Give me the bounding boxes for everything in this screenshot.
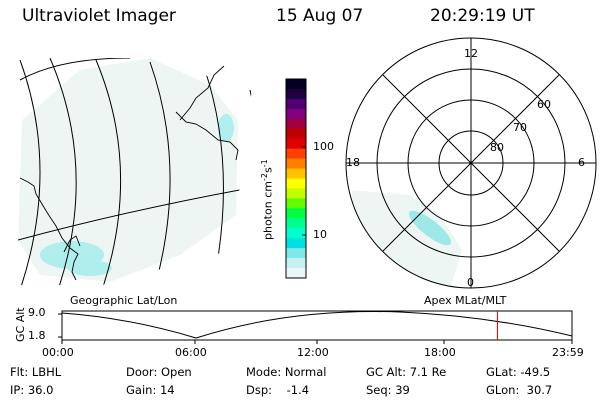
- colorbar-units-label: photon cm-2s-1: [260, 159, 275, 240]
- gc-alt-status: GC Alt: 7.1 Re: [366, 365, 447, 379]
- altitude-tick-9: 9.0: [28, 306, 46, 319]
- colorbar-tick-10: 10: [313, 228, 327, 241]
- geographic-panel-label: Geographic Lat/Lon: [70, 294, 178, 307]
- colorbar-segment: [286, 218, 306, 229]
- colorbar-segment: [286, 108, 306, 120]
- time-tick-1800: 18:00: [424, 346, 456, 359]
- polar-image-footprint: [352, 190, 462, 288]
- mlt-label-12: 12: [464, 47, 478, 60]
- mlat-label-60: 60: [537, 98, 551, 111]
- colorbar-segment: [286, 198, 306, 209]
- colorbar-tick-100: 100: [313, 140, 334, 153]
- colorbar-segment: [286, 128, 306, 140]
- colorbar-segment: [286, 258, 306, 269]
- filter-status: Flt: LBHL: [10, 365, 62, 379]
- ip-status: IP: 36.0: [10, 383, 54, 397]
- mlt-label-18: 18: [346, 156, 360, 169]
- colorbar: [285, 78, 307, 279]
- observation-time: 20:29:19 UT: [430, 6, 535, 26]
- polar-image-panel: [345, 37, 597, 289]
- door-status: Door: Open: [126, 365, 192, 379]
- colorbar-segment: [286, 248, 306, 259]
- dsp-status: Dsp: -1.4: [246, 383, 310, 397]
- time-tick-0000: 00:00: [42, 346, 74, 359]
- altitude-axis-label: GC Alt: [14, 307, 27, 342]
- altitude-tick-1-8: 1.8: [28, 329, 46, 342]
- colorbar-segment: [286, 148, 306, 160]
- mlat-label-80: 80: [490, 141, 504, 154]
- colorbar-segment: [286, 268, 306, 279]
- mlt-label-0: 0: [467, 276, 474, 289]
- altitude-plot: [58, 310, 573, 344]
- instrument-title: Ultraviolet Imager: [22, 6, 176, 26]
- colorbar-segment: [286, 88, 306, 100]
- colorbar-segment: [286, 158, 306, 170]
- aurora-emission: [40, 114, 234, 276]
- geographic-image-panel: [18, 58, 252, 285]
- time-tick-2359: 23:59: [552, 346, 584, 359]
- gain-status: Gain: 14: [126, 383, 175, 397]
- glat-status: GLat: -49.5: [486, 365, 551, 379]
- colorbar-segment: [286, 188, 306, 199]
- mode-status: Mode: Normal: [246, 365, 327, 379]
- colorbar-segment: [286, 98, 306, 110]
- colorbar-segment: [286, 138, 306, 150]
- time-tick-1200: 12:00: [297, 346, 329, 359]
- colorbar-segment: [286, 79, 306, 90]
- colorbar-segment: [286, 238, 306, 249]
- seq-status: Seq: 39: [366, 383, 410, 397]
- coastline: [19, 65, 239, 281]
- altitude-curve: [61, 311, 573, 339]
- colorbar-segment: [286, 208, 306, 219]
- colorbar-segment: [286, 178, 306, 189]
- glon-status: GLon: 30.7: [486, 383, 553, 397]
- colorbar-segment: [286, 118, 306, 130]
- mlat-label-70: 70: [513, 121, 527, 134]
- polar-panel-label: Apex MLat/MLT: [424, 294, 507, 307]
- mlt-label-6: 6: [578, 156, 585, 169]
- time-tick-0600: 06:00: [175, 346, 207, 359]
- polar-grid: [345, 37, 597, 289]
- colorbar-segment: [286, 168, 306, 179]
- colorbar-segment: [286, 228, 306, 239]
- observation-date: 15 Aug 07: [276, 6, 364, 26]
